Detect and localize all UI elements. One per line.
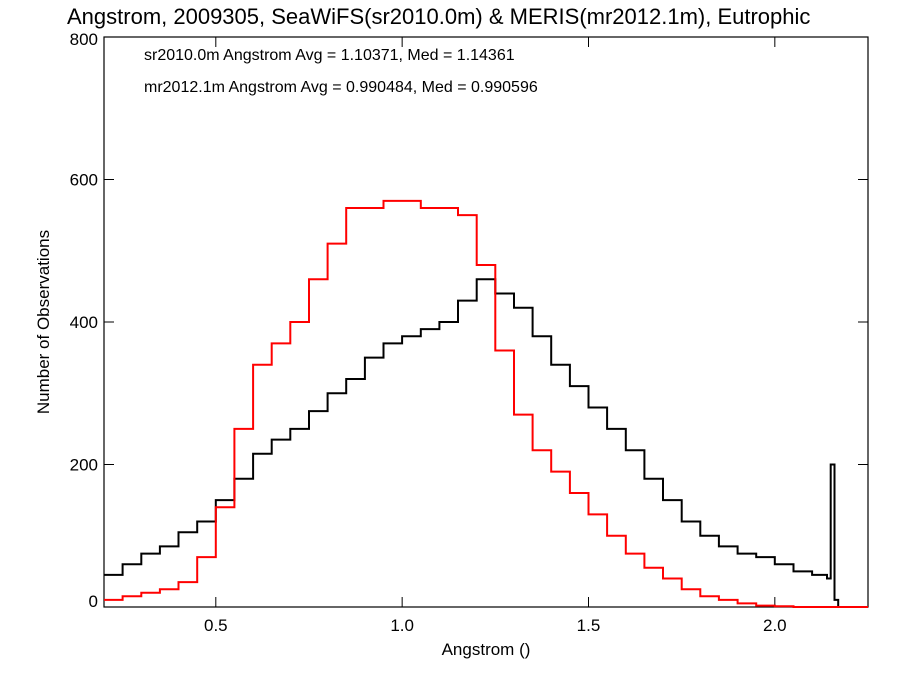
y-tick-label: 0 xyxy=(89,592,98,611)
series-layer xyxy=(104,199,868,608)
x-axis-label: Angstrom () xyxy=(442,640,531,659)
y-tick-label: 800 xyxy=(70,30,98,49)
y-axis-label: Number of Observations xyxy=(34,230,53,414)
x-tick-label: 1.0 xyxy=(390,616,414,635)
y-tick-label: 400 xyxy=(70,313,98,332)
y-axis: 0 200 400 600 800 xyxy=(70,30,868,611)
x-tick-label: 0.5 xyxy=(204,616,228,635)
series-line-1 xyxy=(104,199,868,608)
legend-entry-mr2012: mr2012.1m Angstrom Avg = 0.990484, Med =… xyxy=(144,79,538,96)
x-tick-label: 1.5 xyxy=(577,616,601,635)
y-tick-label: 200 xyxy=(70,456,98,475)
y-tick-label: 600 xyxy=(70,171,98,190)
legend-entry-sr2010: sr2010.0m Angstrom Avg = 1.10371, Med = … xyxy=(144,47,515,64)
series-line-0 xyxy=(104,278,868,608)
x-tick-label: 2.0 xyxy=(763,616,787,635)
plot-frame xyxy=(103,36,869,608)
chart-title: Angstrom, 2009305, SeaWiFS(sr2010.0m) & … xyxy=(67,4,810,29)
